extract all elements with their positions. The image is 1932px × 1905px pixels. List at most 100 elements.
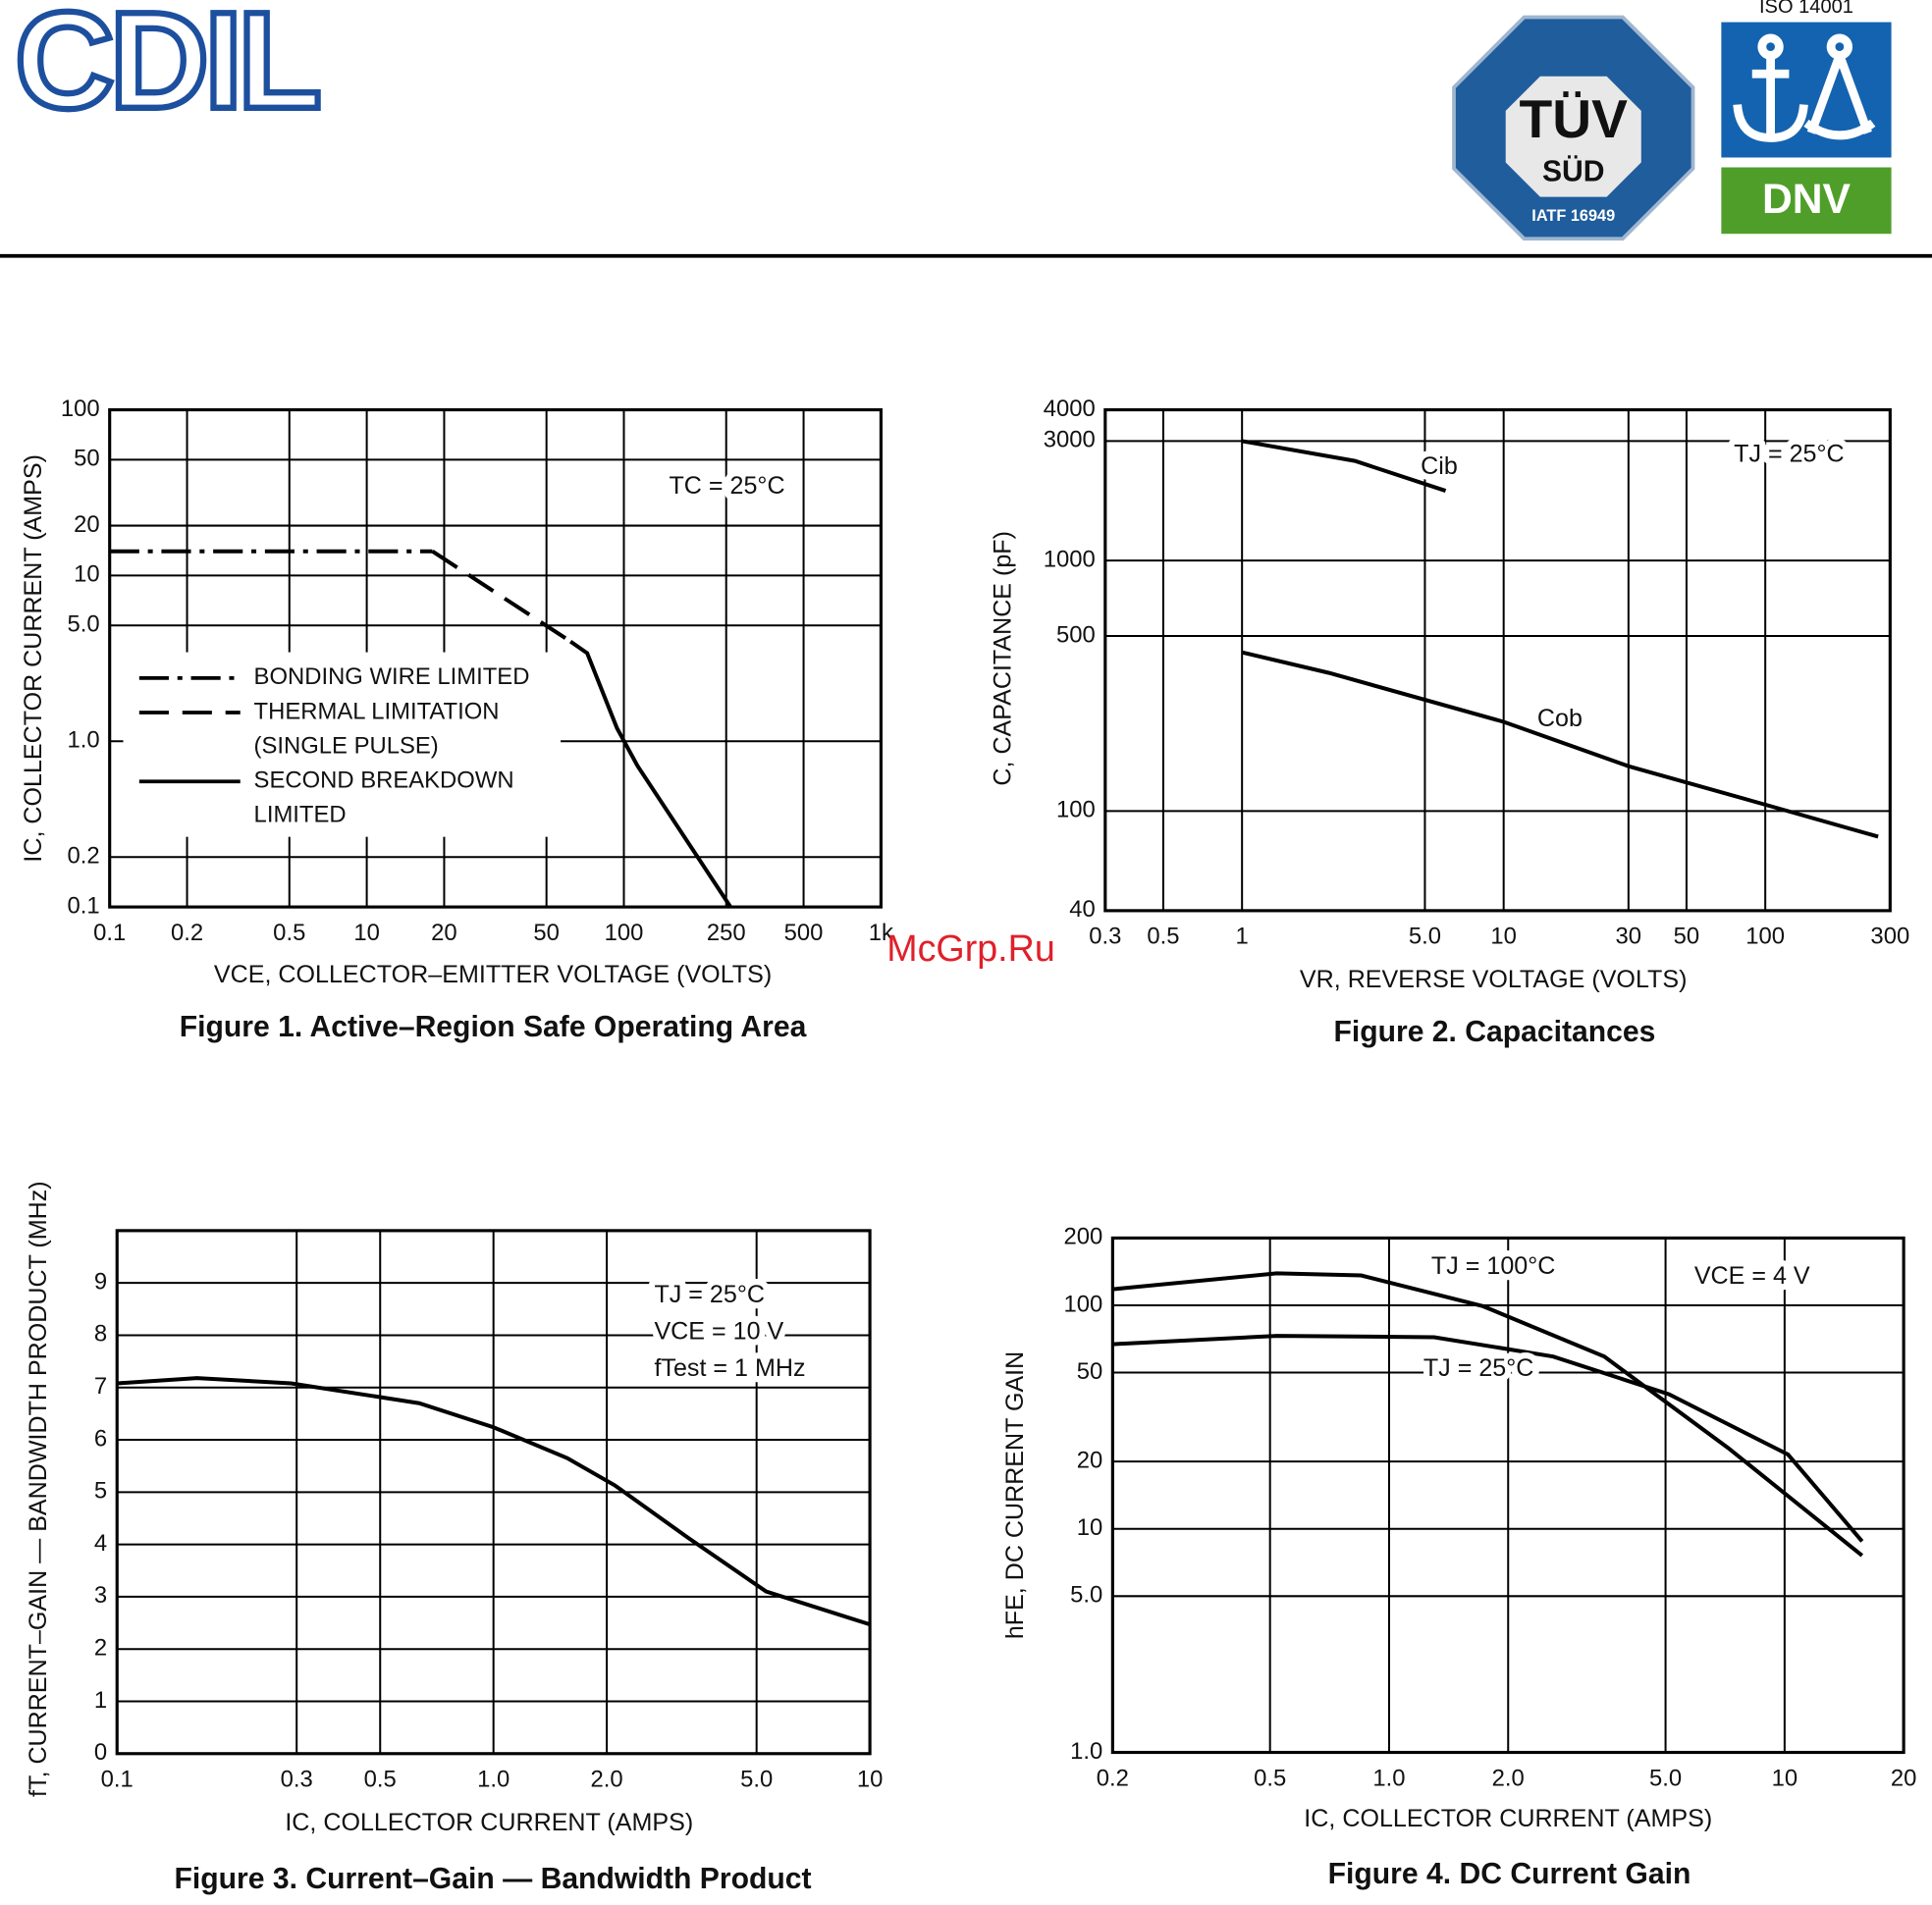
x-tick-label: 0.1 <box>101 1767 134 1793</box>
y-tick-label: 50 <box>74 446 100 472</box>
y-tick-label: 500 <box>1056 621 1096 648</box>
annotation: TC = 25°C <box>669 472 784 500</box>
legend-entry: THERMAL LIMITATION (SINGLE PULSE) <box>253 699 500 760</box>
x-tick-label: 100 <box>1745 924 1785 950</box>
x-tick-label: 2.0 <box>1492 1765 1525 1791</box>
series-line <box>1112 1334 1864 1543</box>
y-axis-label: IC, COLLECTOR CURRENT (AMPS) <box>20 454 47 862</box>
x-tick-label: 20 <box>1891 1765 1917 1791</box>
iso-badge <box>1721 22 1892 158</box>
series-label: TJ = 100°C <box>1431 1252 1555 1280</box>
y-tick-label: 1 <box>94 1687 107 1714</box>
y-tick-label: 6 <box>94 1425 107 1452</box>
x-tick-label: 1.0 <box>477 1767 510 1793</box>
y-tick-label: 5.0 <box>68 611 100 638</box>
figure-title: Figure 3. Current–Gain — Bandwidth Produ… <box>175 1863 812 1895</box>
dnv-badge <box>1721 167 1892 235</box>
y-tick-label: 4000 <box>1044 396 1096 422</box>
x-tick-label: 0.2 <box>171 920 203 946</box>
x-axis-label: IC, COLLECTOR CURRENT (AMPS) <box>285 1809 693 1836</box>
y-axis-label: C, CAPACITANCE (pF) <box>990 531 1017 785</box>
annotation: TJ = 25°C <box>1734 441 1845 468</box>
x-tick-label: 500 <box>784 920 824 946</box>
watermark: McGrp.Ru <box>886 927 1055 969</box>
x-tick-label: 0.5 <box>364 1767 397 1793</box>
x-tick-label: 10 <box>857 1767 884 1793</box>
x-tick-label: 100 <box>605 920 644 946</box>
iatf-text: IATF 16949 <box>1531 207 1615 225</box>
series-line <box>117 1376 871 1627</box>
figure-title: Figure 4. DC Current Gain <box>1328 1858 1691 1890</box>
legend-entry: SECOND BREAKDOWN LIMITED <box>253 767 514 828</box>
y-tick-label: 200 <box>1064 1224 1103 1250</box>
dnv-text: DNV <box>1762 176 1852 223</box>
y-tick-label: 20 <box>1077 1447 1103 1473</box>
series-line <box>431 550 572 644</box>
x-tick-label: 0.1 <box>93 920 126 946</box>
x-tick-label: 50 <box>533 920 560 946</box>
y-tick-label: 10 <box>74 561 100 588</box>
sud-text: SÜD <box>1542 156 1605 188</box>
legend-label: THERMAL LIMITATION (SINGLE PULSE) <box>253 699 500 760</box>
series-label: Cob <box>1537 705 1583 732</box>
series-line <box>1112 1271 1864 1558</box>
y-tick-label: 40 <box>1069 896 1096 923</box>
x-tick-label: 0.2 <box>1097 1765 1129 1791</box>
x-tick-label: 50 <box>1674 924 1700 950</box>
x-tick-label: 1.0 <box>1372 1765 1405 1791</box>
y-tick-label: 8 <box>94 1321 107 1348</box>
annotation: TJ = 25°C <box>654 1281 765 1308</box>
series-line <box>568 639 732 909</box>
y-tick-label: 3000 <box>1044 427 1096 453</box>
annotation: VCE = 10 V <box>654 1318 783 1346</box>
y-tick-label: 1.0 <box>1070 1738 1102 1765</box>
x-tick-label: 30 <box>1616 924 1642 950</box>
legend-label: SECOND BREAKDOWN LIMITED <box>253 767 514 828</box>
x-axis-label: IC, COLLECTOR CURRENT (AMPS) <box>1304 1805 1712 1832</box>
x-tick-label: 2.0 <box>591 1767 623 1793</box>
y-tick-label: 0 <box>94 1739 107 1766</box>
annotation: fTest = 1 MHz <box>654 1354 805 1382</box>
tuv-text: TÜV <box>1520 88 1629 149</box>
y-tick-label: 50 <box>1077 1358 1103 1385</box>
series-line <box>1241 439 1447 493</box>
x-tick-label: 0.5 <box>1254 1765 1286 1791</box>
x-axis-label: VR, REVERSE VOLTAGE (VOLTS) <box>1300 966 1688 993</box>
tuv-inner <box>1505 76 1641 197</box>
annotation: VCE = 4 V <box>1694 1262 1810 1290</box>
x-tick-label: 0.3 <box>281 1767 313 1793</box>
y-tick-label: 1000 <box>1044 546 1096 572</box>
y-tick-label: 10 <box>1077 1514 1103 1541</box>
y-tick-label: 7 <box>94 1373 107 1400</box>
y-tick-label: 4 <box>94 1530 107 1557</box>
y-tick-label: 5 <box>94 1478 107 1505</box>
series-line <box>1241 650 1879 839</box>
y-tick-label: 100 <box>1056 797 1096 823</box>
y-tick-label: 2 <box>94 1634 107 1661</box>
iso-text: ISO 14001 <box>1759 0 1853 18</box>
x-tick-label: 5.0 <box>1649 1765 1682 1791</box>
y-tick-label: 20 <box>74 511 100 538</box>
series-label: TJ = 25°C <box>1423 1354 1534 1382</box>
x-tick-label: 5.0 <box>740 1767 773 1793</box>
y-tick-label: 0.2 <box>68 843 100 870</box>
x-tick-label: 300 <box>1870 924 1909 950</box>
x-tick-label: 250 <box>707 920 746 946</box>
y-tick-label: 9 <box>94 1268 107 1295</box>
x-tick-label: 1k <box>869 920 893 946</box>
y-tick-label: 100 <box>1064 1291 1103 1317</box>
y-tick-label: 1.0 <box>68 727 100 754</box>
x-tick-label: 20 <box>431 920 457 946</box>
legend-entry: BONDING WIRE LIMITED <box>253 664 530 691</box>
x-tick-label: 1 <box>1236 924 1249 950</box>
y-tick-label: 100 <box>61 396 100 422</box>
y-tick-label: 3 <box>94 1582 107 1609</box>
legend-label: BONDING WIRE LIMITED <box>253 664 530 691</box>
x-tick-label: 0.3 <box>1089 924 1121 950</box>
x-tick-label: 10 <box>353 920 380 946</box>
y-tick-label: 0.1 <box>68 892 100 919</box>
x-tick-label: 5.0 <box>1409 924 1441 950</box>
anchor-icons <box>1733 33 1876 142</box>
x-tick-label: 10 <box>1772 1765 1798 1791</box>
